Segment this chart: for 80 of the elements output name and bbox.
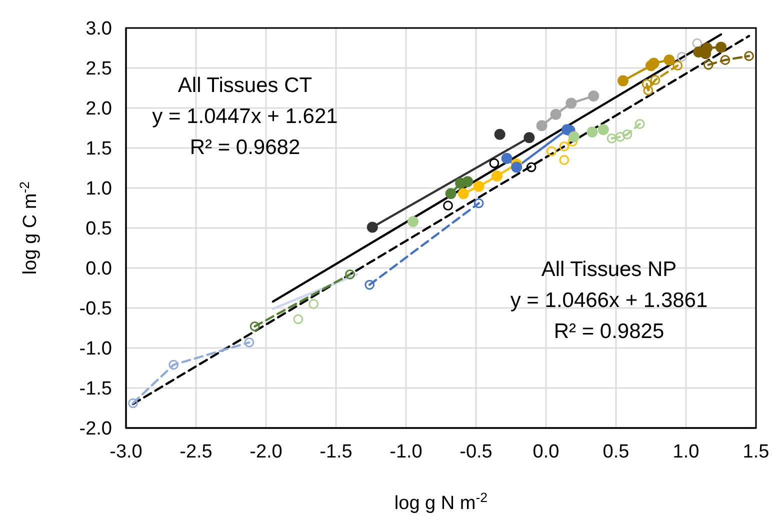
point	[672, 60, 683, 71]
point	[492, 170, 502, 182]
point	[489, 158, 500, 168]
annotation: All Tissues NP	[541, 258, 677, 281]
point	[293, 314, 304, 324]
point	[559, 141, 570, 152]
x-tick-label: -1.5	[320, 441, 352, 462]
y-tick-label: -0.5	[79, 298, 112, 320]
point	[598, 124, 609, 136]
point	[366, 222, 378, 233]
point	[474, 198, 484, 208]
point	[568, 131, 580, 142]
point	[559, 155, 570, 165]
point	[618, 75, 628, 86]
point	[168, 360, 179, 370]
point	[634, 119, 645, 129]
point	[511, 162, 522, 173]
point	[443, 200, 453, 211]
point	[622, 129, 632, 140]
x-tick-label: 0.0	[532, 441, 560, 462]
point	[648, 58, 660, 69]
x-tick-label: -1.0	[390, 441, 422, 462]
y-tick-label: 0.5	[86, 218, 112, 240]
point	[445, 188, 456, 200]
point	[664, 54, 675, 66]
point	[550, 108, 562, 120]
point	[676, 52, 687, 62]
point	[462, 176, 474, 188]
point	[606, 133, 617, 144]
point	[524, 132, 535, 144]
point	[692, 38, 702, 48]
point	[473, 180, 484, 192]
point	[501, 152, 512, 164]
point	[615, 132, 626, 142]
point	[345, 269, 355, 280]
annotation: R² = 0.9825	[554, 320, 664, 343]
point	[128, 398, 138, 408]
y-tick-label: 1.5	[86, 138, 112, 160]
y-tick-label: -2.0	[79, 418, 112, 440]
x-axis-title: log g N m$^{-2}$	[394, 490, 488, 514]
point	[494, 128, 506, 140]
annotation: y = 1.0447x + 1.621	[152, 105, 338, 128]
point	[650, 75, 660, 85]
point	[526, 162, 536, 172]
y-tick-label: 2.5	[86, 58, 112, 80]
point	[546, 146, 557, 156]
point	[586, 126, 598, 138]
point	[642, 79, 652, 89]
point	[408, 216, 418, 228]
x-tick-label: -0.5	[460, 441, 492, 462]
point	[566, 98, 577, 109]
point	[308, 299, 319, 309]
point	[744, 51, 754, 61]
x-tick-label: -3.0	[110, 441, 142, 462]
point	[703, 60, 714, 70]
x-tick-label: -2.5	[180, 441, 212, 462]
y-tick-label: -1.5	[79, 378, 112, 400]
y-tick-label: 1.0	[86, 178, 112, 200]
point	[250, 321, 260, 332]
point	[720, 55, 730, 65]
y-tick-label: -1.0	[79, 338, 112, 360]
point	[643, 85, 654, 96]
point	[702, 42, 712, 54]
point	[716, 42, 726, 53]
point	[536, 120, 548, 132]
y-tick-label: 2.0	[86, 98, 112, 120]
y-tick-label: 3.0	[86, 18, 112, 40]
x-tick-label: 1.0	[672, 441, 700, 462]
x-tick-label: 0.5	[602, 441, 630, 462]
x-tick-label: 1.5	[742, 441, 770, 462]
point	[568, 136, 578, 147]
annotation: y = 1.0466x + 1.3861	[510, 289, 708, 312]
annotation: R² = 0.9682	[190, 136, 300, 159]
point	[244, 337, 254, 348]
point	[588, 90, 600, 102]
x-tick-label: -2.0	[250, 441, 282, 462]
point	[364, 280, 375, 290]
y-tick-label: 0.0	[86, 258, 112, 280]
point	[458, 188, 469, 200]
annotation: All Tissues CT	[178, 74, 312, 97]
